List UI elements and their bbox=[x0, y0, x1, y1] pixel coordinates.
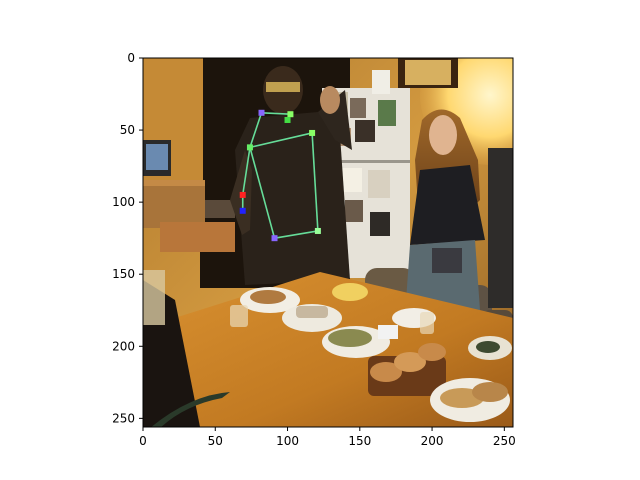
y-tick-label: 250 bbox=[112, 411, 135, 425]
pose-keypoints bbox=[239, 109, 321, 242]
pose-edge-right-shoulder-right-hip bbox=[311, 132, 319, 232]
x-axis: 0 50 100 150 200 250 bbox=[139, 427, 516, 448]
x-tick-label: 0 bbox=[139, 434, 147, 448]
x-tick-label: 200 bbox=[421, 434, 444, 448]
pose-edge-left-hip-left-shoulder bbox=[249, 147, 276, 239]
pose-edge-head-left-head-right bbox=[261, 111, 291, 116]
keypoint-left-hip bbox=[271, 235, 278, 242]
pose-edge-right-hip-left-hip bbox=[274, 230, 319, 239]
y-tick-label: 150 bbox=[112, 267, 135, 281]
keypoint-head-left bbox=[258, 109, 265, 116]
y-axis: 0 50 100 150 200 250 bbox=[112, 51, 143, 425]
pose-edge-head-left-left-shoulder bbox=[249, 112, 263, 148]
x-tick-label: 100 bbox=[276, 434, 299, 448]
pose-edge-left-shoulder-right-shoulder bbox=[249, 132, 313, 149]
photo bbox=[143, 58, 513, 427]
x-tick-label: 150 bbox=[348, 434, 371, 448]
keypoint-head-right bbox=[287, 111, 294, 118]
keypoint-left-elbow bbox=[239, 191, 246, 198]
keypoint-left-shoulder bbox=[246, 144, 253, 151]
keypoint-right-hip bbox=[314, 227, 321, 234]
x-tick-label: 250 bbox=[493, 434, 516, 448]
food-items bbox=[230, 283, 512, 422]
person-woman bbox=[405, 109, 485, 315]
x-tick-label: 50 bbox=[208, 434, 223, 448]
axes-frame bbox=[142, 57, 514, 428]
pose-edge-left-shoulder-left-elbow bbox=[241, 147, 251, 196]
y-tick-label: 100 bbox=[112, 195, 135, 209]
y-tick-label: 0 bbox=[127, 51, 135, 65]
keypoint-right-shoulder bbox=[309, 129, 316, 136]
y-tick-label: 200 bbox=[112, 339, 135, 353]
keypoint-neck bbox=[284, 116, 291, 123]
y-tick-label: 50 bbox=[120, 123, 135, 137]
keypoint-left-wrist bbox=[239, 207, 246, 214]
pose-skeleton bbox=[241, 111, 319, 239]
